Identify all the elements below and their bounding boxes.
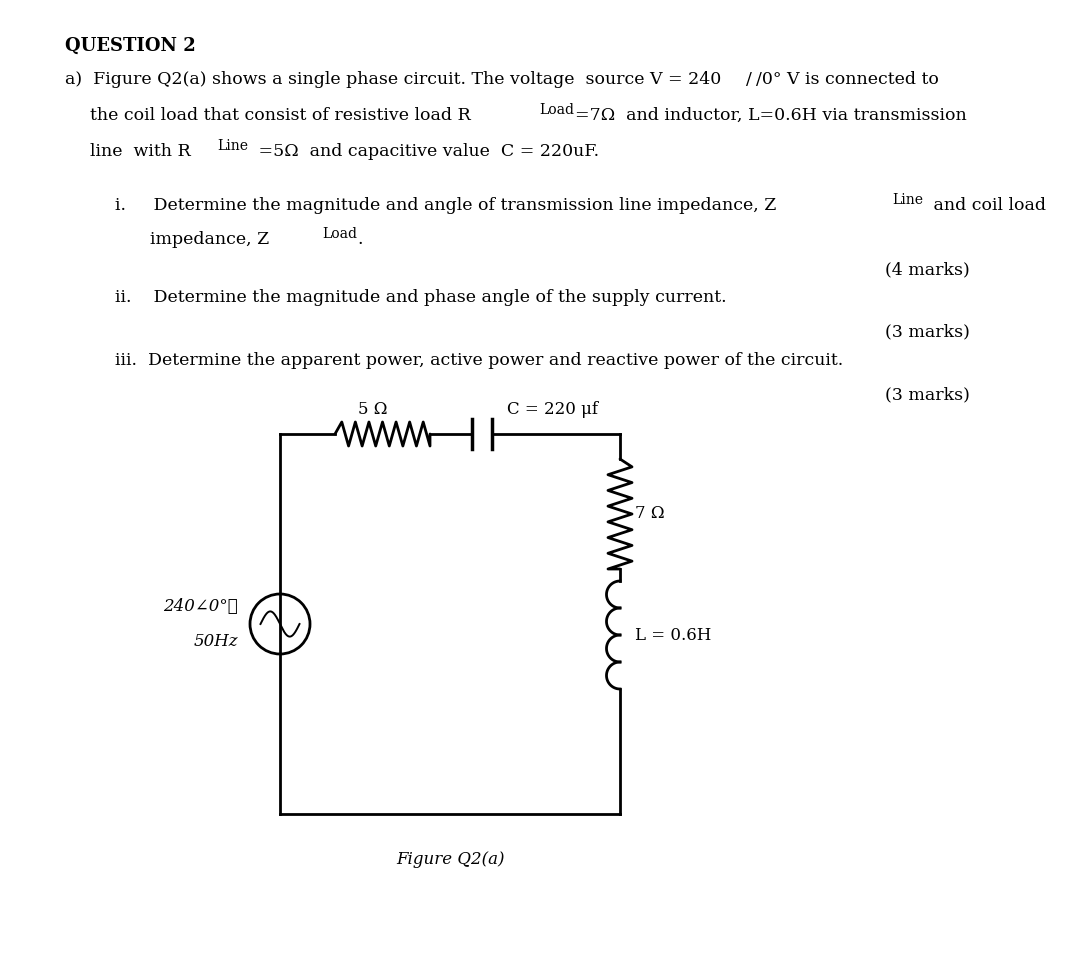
Text: ii.    Determine the magnitude and phase angle of the supply current.: ii. Determine the magnitude and phase an…	[114, 289, 727, 306]
Text: impedance, Z: impedance, Z	[150, 231, 269, 248]
Text: /0° V is connected to: /0° V is connected to	[756, 71, 939, 88]
Text: C = 220 μf: C = 220 μf	[507, 401, 598, 418]
Text: =7Ω  and inductor, L=0.6H via transmission: =7Ω and inductor, L=0.6H via transmissio…	[575, 107, 967, 124]
Text: QUESTION 2: QUESTION 2	[65, 37, 195, 55]
Text: Line: Line	[217, 139, 248, 152]
Text: 50Hz: 50Hz	[193, 634, 238, 650]
Text: Load: Load	[322, 227, 357, 240]
Text: Line: Line	[892, 193, 923, 206]
Text: (3 marks): (3 marks)	[886, 386, 970, 403]
Text: line  with R: line with R	[90, 143, 191, 160]
Text: (3 marks): (3 marks)	[886, 323, 970, 340]
Text: .: .	[357, 231, 363, 248]
Text: Figure Q2(a): Figure Q2(a)	[395, 851, 504, 867]
Text: i.     Determine the magnitude and angle of transmission line impedance, Z: i. Determine the magnitude and angle of …	[114, 197, 777, 214]
Text: 240∠0°Ｖ: 240∠0°Ｖ	[163, 598, 238, 614]
Text: a)  Figure Q2(a) shows a single phase circuit. The voltage  source V = 240: a) Figure Q2(a) shows a single phase cir…	[65, 71, 721, 88]
Text: /: /	[746, 71, 752, 88]
Text: 5 Ω: 5 Ω	[357, 401, 388, 418]
Text: Load: Load	[540, 103, 575, 116]
Text: 7 Ω: 7 Ω	[635, 506, 664, 522]
Text: iii.  Determine the apparent power, active power and reactive power of the circu: iii. Determine the apparent power, activ…	[114, 352, 843, 369]
Text: the coil load that consist of resistive load R: the coil load that consist of resistive …	[90, 107, 471, 124]
Text: (4 marks): (4 marks)	[886, 261, 970, 278]
Text: L = 0.6H: L = 0.6H	[635, 627, 712, 643]
Text: =5Ω  and capacitive value  C = 220uF.: =5Ω and capacitive value C = 220uF.	[253, 143, 599, 160]
Text: and coil load: and coil load	[928, 197, 1047, 214]
